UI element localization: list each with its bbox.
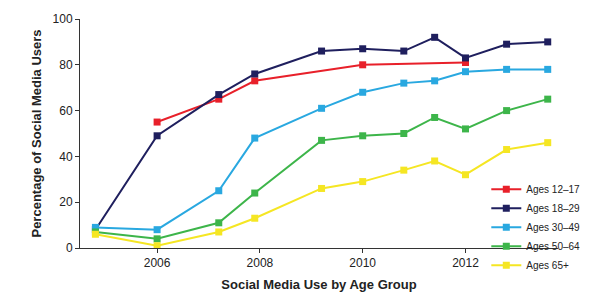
svg-text:2010: 2010 xyxy=(349,256,376,270)
svg-text:20: 20 xyxy=(59,195,73,209)
svg-text:2006: 2006 xyxy=(144,256,171,270)
svg-text:Social Media Use by Age Group: Social Media Use by Age Group xyxy=(221,277,416,292)
svg-text:0: 0 xyxy=(66,241,73,255)
svg-text:Ages 12–17: Ages 12–17 xyxy=(526,184,580,195)
svg-text:40: 40 xyxy=(59,150,73,164)
svg-text:Percentage of Social Media Use: Percentage of Social Media Users xyxy=(29,29,44,237)
svg-text:100: 100 xyxy=(53,12,73,26)
svg-text:Ages 65+: Ages 65+ xyxy=(526,260,569,271)
svg-text:Ages 30–49: Ages 30–49 xyxy=(526,222,580,233)
svg-text:60: 60 xyxy=(59,104,73,118)
svg-text:80: 80 xyxy=(59,58,73,72)
svg-text:Ages 18–29: Ages 18–29 xyxy=(526,203,580,214)
svg-text:2012: 2012 xyxy=(452,256,479,270)
svg-text:Ages 50–64: Ages 50–64 xyxy=(526,241,580,252)
svg-text:2008: 2008 xyxy=(247,256,274,270)
